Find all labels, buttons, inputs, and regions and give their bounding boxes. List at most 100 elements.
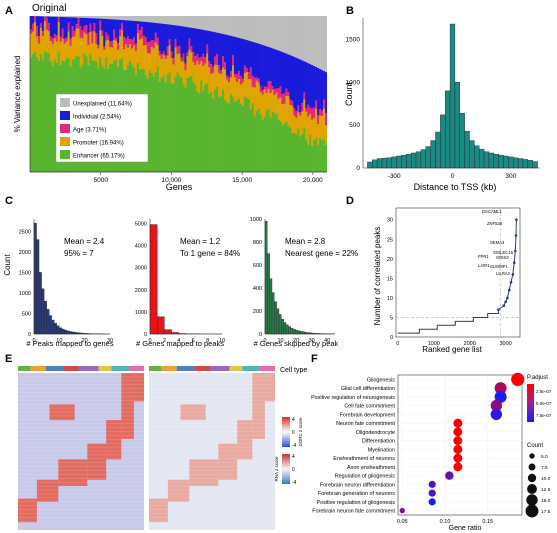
- area-column-age: [87, 32, 90, 45]
- area-column-age: [233, 73, 237, 78]
- area-column-age: [115, 37, 118, 41]
- area-column-unexplained: [77, 16, 80, 18]
- area-column-promoter: [178, 53, 181, 76]
- area-column-unexplained: [307, 16, 310, 64]
- area-column-promoter: [97, 48, 100, 69]
- celltype-bar: [242, 366, 260, 371]
- svg-text:4: 4: [292, 454, 295, 460]
- area-column-promoter: [210, 73, 213, 92]
- gene-label: FPR1: [478, 254, 489, 259]
- area-column-age: [35, 26, 39, 37]
- count-legend-label: 10.0: [541, 476, 551, 482]
- area-column-unexplained: [87, 16, 90, 19]
- d-ytick-label: 30: [387, 218, 393, 224]
- area-column-individual: [182, 26, 185, 54]
- area-column-individual: [291, 56, 294, 102]
- area-column-individual: [231, 36, 235, 55]
- b-xtick-label: -300: [388, 173, 401, 180]
- go-term-label: Glial cell differentiation: [341, 386, 395, 392]
- area-column-promoter: [63, 43, 66, 62]
- tss-bar: [469, 140, 475, 169]
- area-column-age: [132, 37, 136, 46]
- area-column-age: [228, 76, 231, 83]
- area-column-age: [263, 86, 266, 90]
- svg-text:-4: -4: [292, 443, 297, 449]
- area-column-individual: [194, 28, 197, 57]
- area-column-promoter: [241, 82, 245, 106]
- area-column-individual: [289, 55, 292, 100]
- area-column-age: [125, 38, 128, 45]
- area-column-age: [55, 35, 59, 42]
- area-column-promoter: [172, 64, 175, 83]
- area-column-individual: [81, 17, 84, 31]
- ranked-gene-plot: 0 1000 2000 3000 0 5 10 15 20 25 30 DSCAML1 ZNF536 SE…: [387, 207, 521, 347]
- tss-bar: [410, 152, 417, 169]
- area-column-age: [162, 51, 165, 55]
- area-column-enhancer: [325, 144, 327, 172]
- celltype-bar: [259, 366, 275, 371]
- area-column-unexplained: [297, 16, 300, 59]
- area-column-unexplained: [267, 16, 270, 47]
- count-legend-label: 17.5: [541, 509, 551, 515]
- area-column-individual: [210, 31, 213, 65]
- area-column-promoter: [77, 28, 80, 57]
- go-term-label: Cell fate commitment: [344, 404, 395, 410]
- d-point: [514, 249, 517, 253]
- count-legend-label: 5.0: [541, 454, 548, 460]
- area-column-age: [113, 29, 116, 41]
- area-column-promoter: [69, 45, 72, 67]
- area-column-promoter: [263, 89, 266, 117]
- area-column-age: [315, 100, 318, 110]
- dorc-hot-block: [18, 498, 37, 523]
- area-column-promoter: [289, 104, 292, 128]
- area-column-promoter: [192, 62, 195, 82]
- area-column-promoter: [265, 93, 268, 111]
- area-column-enhancer: [233, 101, 237, 172]
- area-column-individual: [224, 34, 227, 63]
- area-column-individual: [226, 34, 229, 76]
- area-column-unexplained: [123, 16, 126, 21]
- hist-bar: [274, 301, 277, 335]
- c-ytick-label: 0: [28, 332, 31, 338]
- tss-bar: [479, 148, 485, 169]
- area-column-individual: [307, 63, 310, 105]
- area-column-unexplained: [71, 16, 74, 18]
- area-column-age: [303, 92, 306, 100]
- area-column-age: [313, 107, 316, 119]
- area-column-promoter: [235, 82, 239, 101]
- area-column-individual: [323, 71, 326, 100]
- area-column-individual: [130, 20, 134, 40]
- area-column-unexplained: [188, 16, 191, 28]
- panel-letter-c: C: [5, 195, 13, 207]
- area-column-promoter: [297, 112, 300, 129]
- area-column-age: [93, 23, 96, 32]
- area-column-individual: [73, 17, 76, 31]
- area-column-individual: [79, 17, 82, 27]
- area-column-age: [176, 46, 179, 55]
- area-column-unexplained: [107, 16, 110, 20]
- area-column-promoter: [123, 49, 126, 70]
- area-column-individual: [192, 28, 195, 53]
- area-column-age: [299, 112, 302, 116]
- area-column-promoter: [299, 115, 302, 137]
- tss-bar: [391, 156, 397, 169]
- area-column-unexplained: [293, 16, 296, 57]
- area-column-unexplained: [218, 16, 221, 34]
- panel-b: B -300 0 300 0 500 1000 1500 Distance to TSS (…: [344, 5, 540, 192]
- area-column-enhancer: [255, 110, 258, 172]
- area-column-age: [105, 32, 108, 41]
- legend-label: Individual (2.54%): [73, 115, 121, 121]
- area-column-enhancer: [226, 102, 229, 172]
- area-column-promoter: [245, 72, 249, 98]
- hist-bar: [38, 272, 42, 335]
- area-column-promoter: [224, 69, 227, 100]
- area-column-individual: [61, 17, 64, 29]
- tss-bar: [401, 154, 407, 169]
- area-column-age: [30, 29, 33, 34]
- area-column-unexplained: [57, 16, 60, 17]
- area-column-age: [226, 75, 229, 80]
- area-column-promoter: [188, 49, 191, 77]
- area-column-promoter: [132, 45, 136, 68]
- area-column-unexplained: [53, 16, 57, 17]
- area-column-unexplained: [152, 16, 156, 23]
